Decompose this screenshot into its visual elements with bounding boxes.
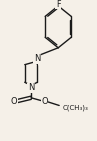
Text: C(CH₃)₃: C(CH₃)₃ xyxy=(63,104,89,111)
Text: N: N xyxy=(28,83,34,92)
Text: F: F xyxy=(56,0,60,9)
Text: N: N xyxy=(34,54,40,63)
Text: O: O xyxy=(11,97,18,106)
Text: O: O xyxy=(41,97,48,106)
